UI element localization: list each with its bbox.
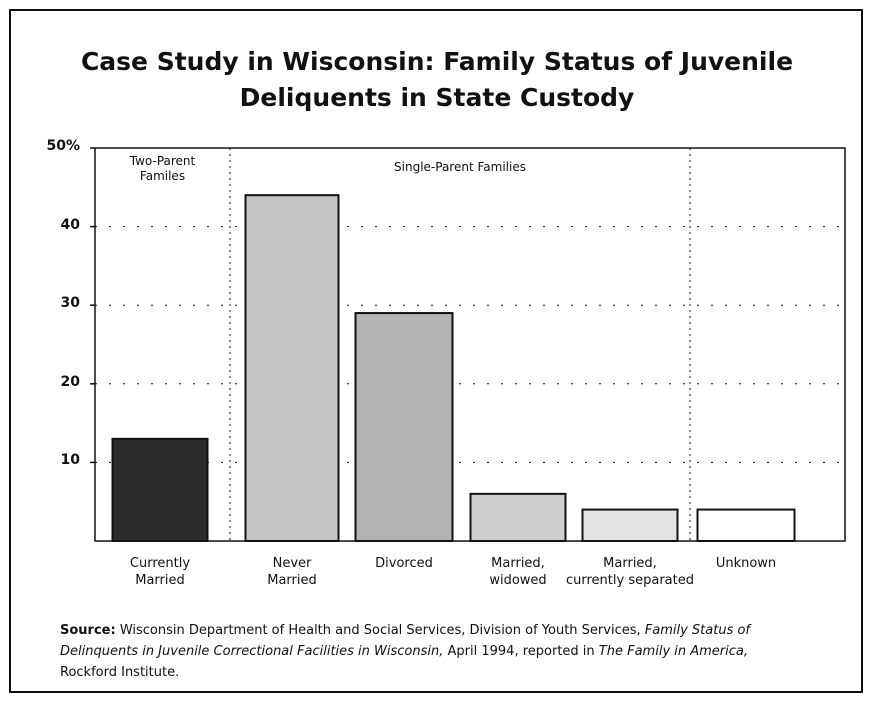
frame (9, 9, 863, 693)
y-tick-label: 20 (60, 373, 80, 390)
bar (244, 194, 340, 542)
source-text: Wisconsin Department of Health and Socia… (115, 623, 645, 638)
x-tick-label: Divorced (375, 556, 433, 571)
group-label: Single-Parent Families (394, 160, 526, 174)
bar (111, 437, 209, 543)
source-text: The Family in America, (598, 644, 749, 659)
source: Source: Wisconsin Department of Health a… (60, 620, 780, 683)
bar (469, 492, 567, 542)
x-tick-label: Married, widowed (489, 556, 547, 588)
source-label: Source: (60, 623, 116, 638)
x-tick-label: Unknown (715, 556, 777, 571)
y-tick-label: 50% (46, 138, 80, 154)
bar (696, 508, 796, 542)
bar (354, 312, 454, 542)
x-tick-label: Currently Married (129, 556, 191, 588)
source-text: Rockford Institute. (60, 665, 180, 680)
y-tick-label: 10 (60, 452, 80, 469)
group-label: Two-Parent Familes (129, 154, 196, 183)
x-tick-label: Married, currently separated (566, 556, 694, 588)
y-tick-label: 30 (60, 295, 80, 312)
chart-title: Case Study in Wisconsin: Family Status o… (80, 47, 794, 112)
y-tick-label: 40 (60, 216, 80, 233)
source-text: April 1994, reported in (443, 644, 599, 659)
source-text: Family Status of Delinquents in Juvenile… (60, 623, 751, 659)
bar (581, 508, 679, 542)
x-tick-label: Never Married (267, 556, 317, 588)
